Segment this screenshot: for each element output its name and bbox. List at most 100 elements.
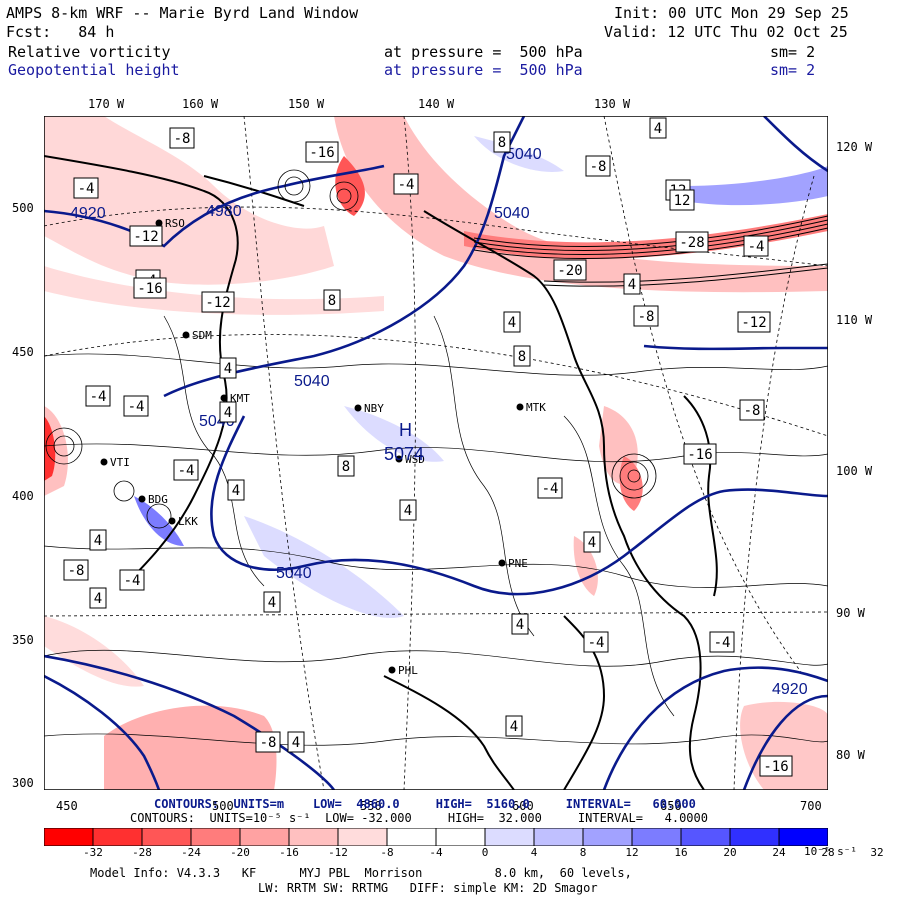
valid-time: Valid: 12 UTC Thu 02 Oct 25 xyxy=(604,23,848,41)
vorticity-box: -16 xyxy=(759,755,793,777)
vorticity-box: 8 xyxy=(493,131,511,153)
svg-text:-4: -4 xyxy=(542,481,559,497)
field1-level: at pressure = 500 hPa xyxy=(384,43,583,61)
svg-text:-12: -12 xyxy=(741,315,766,331)
station-dot xyxy=(388,666,396,674)
vorticity-box: 4 xyxy=(649,117,667,139)
station-label: KMT xyxy=(230,392,250,405)
station-label: BDG xyxy=(148,493,168,506)
station-label: VTI xyxy=(110,456,130,469)
right-lon-label: 80 W xyxy=(836,748,865,762)
svg-text:-4: -4 xyxy=(90,389,107,405)
svg-text:8: 8 xyxy=(328,293,336,309)
svg-text:-4: -4 xyxy=(588,635,605,651)
height-contour-info: CONTOURS: UNITS=m LOW= 4860.0 HIGH= 5160… xyxy=(154,797,696,811)
colorbar-tick-label: -4 xyxy=(429,846,443,859)
right-lon-label: 90 W xyxy=(836,606,865,620)
colorbar-swatch xyxy=(533,828,584,846)
bottom-tick-label: 700 xyxy=(800,799,822,813)
left-tick-label: 400 xyxy=(12,489,34,503)
svg-text:4: 4 xyxy=(224,405,232,421)
svg-text:4: 4 xyxy=(268,595,276,611)
vorticity-shading xyxy=(44,116,828,790)
vorticity-box: -4 xyxy=(119,569,145,591)
left-tick-label: 350 xyxy=(12,633,34,647)
vorticity-box: -4 xyxy=(123,395,149,417)
station-dot xyxy=(138,495,146,503)
vorticity-box: 4 xyxy=(219,357,237,379)
svg-text:-8: -8 xyxy=(260,735,277,751)
colorbar-swatch xyxy=(582,828,633,846)
colorbar-tick-label: 12 xyxy=(625,846,639,859)
vorticity-box: -16 xyxy=(133,277,167,299)
colorbar-swatch xyxy=(190,828,241,846)
vorticity-box: -4 xyxy=(709,631,735,653)
svg-text:4: 4 xyxy=(516,617,524,633)
colorbar-swatch xyxy=(386,828,437,846)
vorticity-box: -8 xyxy=(585,155,611,177)
station-label: LKK xyxy=(178,515,198,528)
svg-text:-4: -4 xyxy=(124,573,141,589)
svg-text:-4: -4 xyxy=(128,399,145,415)
station-label: MTK xyxy=(526,401,546,414)
station-label: WSD xyxy=(405,453,425,466)
vorticity-box: 12 xyxy=(669,189,695,211)
right-lon-label: 110 W xyxy=(836,313,873,327)
svg-text:-20: -20 xyxy=(557,263,582,279)
height-label: 4920 xyxy=(772,681,808,698)
svg-text:-12: -12 xyxy=(133,229,158,245)
top-lon-label: 140 W xyxy=(418,97,455,111)
high-pressure-marker: H xyxy=(399,420,412,440)
vorticity-box: 4 xyxy=(287,731,305,753)
right-lon-label: 100 W xyxy=(836,464,873,478)
colorbar-swatch xyxy=(680,828,731,846)
svg-text:-16: -16 xyxy=(309,145,334,161)
height-label: 5040 xyxy=(276,565,312,582)
vorticity-box: -4 xyxy=(85,385,111,407)
svg-text:4: 4 xyxy=(404,503,412,519)
vorticity-box: -8 xyxy=(633,305,659,327)
bottom-tick-label: 650 xyxy=(660,799,682,813)
vorticity-box: 8 xyxy=(323,289,341,311)
svg-text:-16: -16 xyxy=(763,759,788,775)
field2-smooth: sm= 2 xyxy=(770,61,816,79)
vorticity-box: 4 xyxy=(505,715,523,737)
vorticity-value-boxes: -8-448-12-1612-20-28-8-44812-4-448-16-12… xyxy=(63,117,793,777)
left-tick-label: 450 xyxy=(12,345,34,359)
colorbar-swatch xyxy=(239,828,290,846)
svg-text:-4: -4 xyxy=(714,635,731,651)
svg-text:-4: -4 xyxy=(748,239,765,255)
svg-text:-28: -28 xyxy=(679,235,704,251)
vorticity-box: -16 xyxy=(305,141,339,163)
vorticity-colorbar xyxy=(44,828,828,846)
station-dot xyxy=(220,394,228,402)
svg-text:-4: -4 xyxy=(178,463,195,479)
vorticity-box: -4 xyxy=(743,235,769,257)
vorticity-box: -4 xyxy=(583,631,609,653)
vorticity-box: -12 xyxy=(201,291,235,313)
vorticity-box: 4 xyxy=(89,587,107,609)
station-label: NBY xyxy=(364,402,384,415)
svg-text:4: 4 xyxy=(224,361,232,377)
height-label: 5040 xyxy=(494,205,530,222)
vorticity-box: 4 xyxy=(219,401,237,423)
colorbar-tick-label: -28 xyxy=(132,846,152,859)
colorbar-swatch xyxy=(337,828,388,846)
vorticity-box: -4 xyxy=(73,177,99,199)
colorbar-tick-label: -12 xyxy=(328,846,348,859)
vorticity-box: 4 xyxy=(511,613,529,635)
svg-text:-8: -8 xyxy=(68,563,85,579)
height-label: 4980 xyxy=(206,203,242,220)
colorbar-tick-label: -32 xyxy=(83,846,103,859)
svg-text:4: 4 xyxy=(508,315,516,331)
station-label: SDM xyxy=(192,329,212,342)
colorbar-tick-label: 20 xyxy=(723,846,737,859)
station-markers: RSO SDM KMT NBY WSD MTK BDG LKK VTI PNE PHL xyxy=(100,217,546,677)
colorbar-swatch xyxy=(435,828,486,846)
colorbar-swatch xyxy=(92,828,143,846)
colorbar-swatch xyxy=(631,828,682,846)
vorticity-box: -4 xyxy=(173,459,199,481)
svg-text:8: 8 xyxy=(498,135,506,151)
svg-text:-8: -8 xyxy=(174,131,191,147)
right-lon-label: 120 W xyxy=(836,140,873,154)
